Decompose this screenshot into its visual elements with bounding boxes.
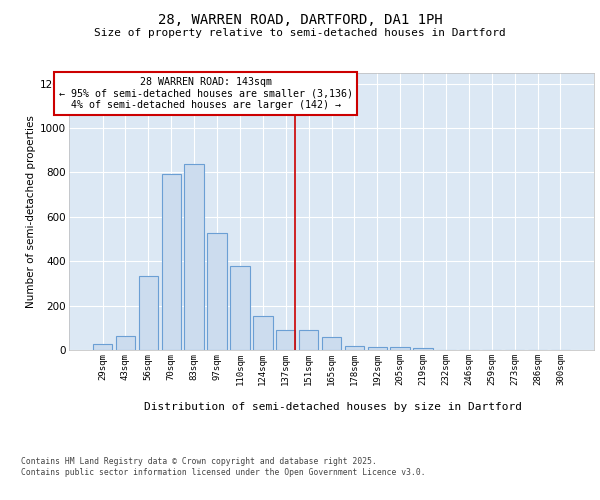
Bar: [391, 347, 410, 350]
Bar: [344, 346, 364, 350]
Text: 28, WARREN ROAD, DARTFORD, DA1 1PH: 28, WARREN ROAD, DARTFORD, DA1 1PH: [158, 12, 442, 26]
Bar: [253, 316, 272, 350]
Bar: [322, 338, 341, 350]
Text: 28 WARREN ROAD: 143sqm
← 95% of semi-detached houses are smaller (3,136)
4% of s: 28 WARREN ROAD: 143sqm ← 95% of semi-det…: [59, 77, 353, 110]
Bar: [116, 336, 135, 350]
Bar: [208, 234, 227, 350]
Bar: [299, 330, 319, 350]
Bar: [184, 164, 204, 350]
Y-axis label: Number of semi-detached properties: Number of semi-detached properties: [26, 115, 36, 308]
Bar: [230, 266, 250, 350]
Bar: [93, 344, 112, 350]
Text: Contains HM Land Registry data © Crown copyright and database right 2025.
Contai: Contains HM Land Registry data © Crown c…: [21, 458, 425, 477]
Bar: [161, 174, 181, 350]
Text: Size of property relative to semi-detached houses in Dartford: Size of property relative to semi-detach…: [94, 28, 506, 38]
Bar: [368, 347, 387, 350]
Bar: [276, 330, 295, 350]
Text: Distribution of semi-detached houses by size in Dartford: Distribution of semi-detached houses by …: [144, 402, 522, 412]
Bar: [413, 348, 433, 350]
Bar: [139, 276, 158, 350]
